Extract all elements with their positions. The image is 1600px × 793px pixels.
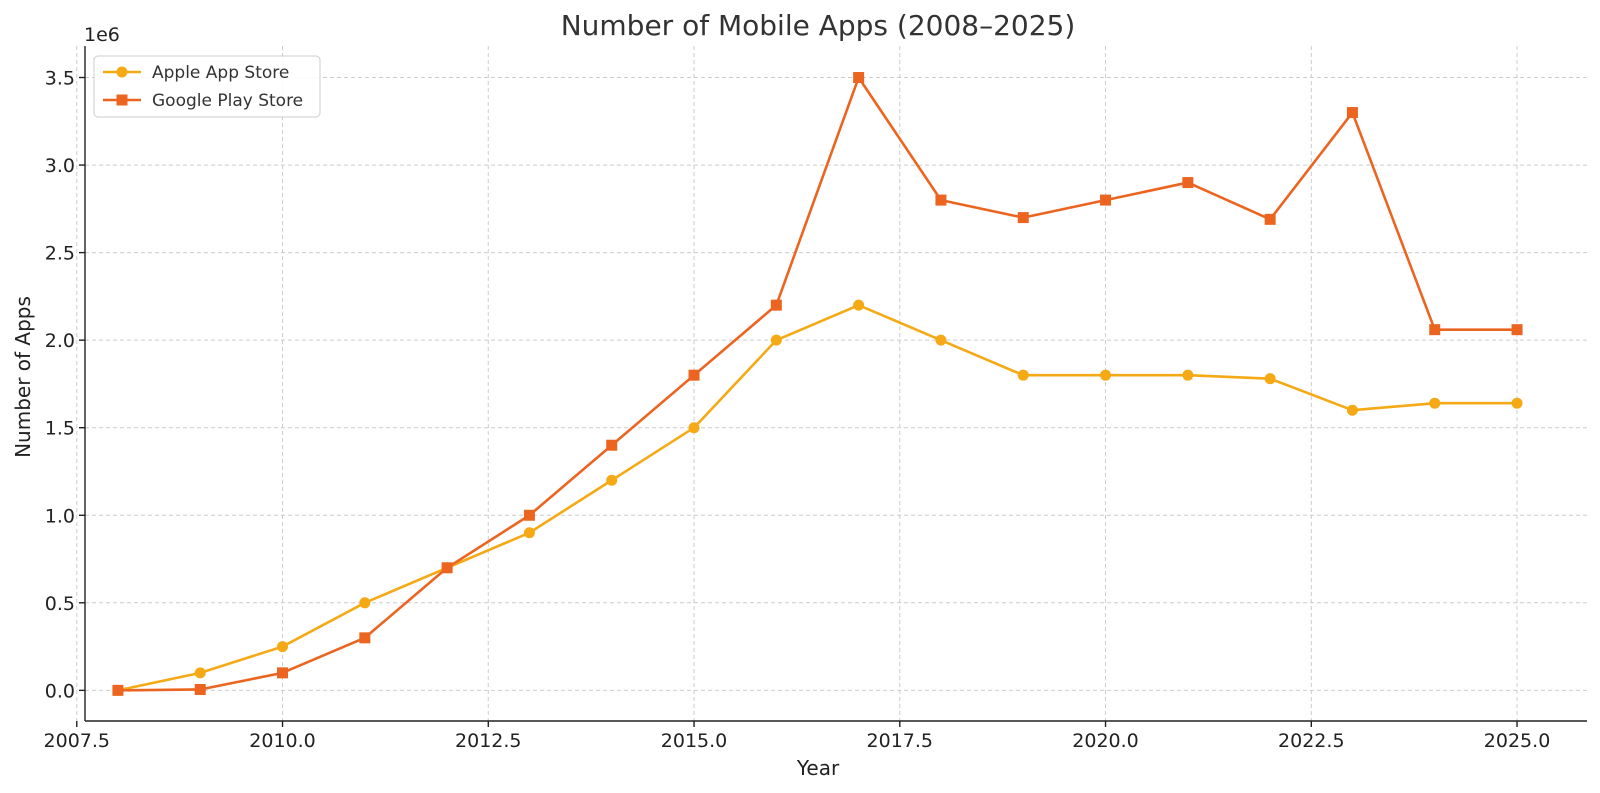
- series-line-apple-app-store: [117, 303, 1518, 692]
- x-tick-label: 2010.0: [249, 730, 315, 752]
- data-point-apple-app-store: [523, 527, 535, 539]
- x-tick-label: 2007.5: [44, 730, 110, 752]
- data-point-apple-app-store: [853, 299, 865, 311]
- data-point-google-play-store: [770, 299, 782, 311]
- x-tick-label: 2012.5: [455, 730, 521, 752]
- x-tick-label: 2025.0: [1484, 730, 1550, 752]
- x-tick-label: 2015.0: [661, 730, 727, 752]
- data-point-google-play-store: [441, 562, 453, 574]
- chart-title: Number of Mobile Apps (2008–2025): [561, 9, 1076, 42]
- data-point-apple-app-store: [1182, 369, 1194, 381]
- data-point-google-play-store: [1182, 177, 1194, 189]
- legend-label: Google Play Store: [152, 91, 303, 111]
- x-axis-title: Year: [796, 756, 840, 780]
- data-point-google-play-store: [935, 194, 947, 206]
- y-tick-label: 0.0: [45, 680, 75, 702]
- data-point-apple-app-store: [1100, 369, 1112, 381]
- data-point-google-play-store: [1100, 194, 1112, 206]
- data-point-apple-app-store: [688, 422, 700, 434]
- y-tick-label: 3.5: [45, 68, 75, 90]
- legend-label: Apple App Store: [152, 63, 289, 83]
- data-point-google-play-store: [523, 509, 535, 521]
- y-tick-label: 1.0: [45, 505, 75, 527]
- data-point-google-play-store: [1346, 107, 1358, 119]
- y-tick-label: 0.5: [45, 593, 75, 615]
- y-tick-label: 2.0: [45, 330, 75, 352]
- data-point-google-play-store: [1017, 212, 1029, 224]
- data-point-apple-app-store: [606, 474, 618, 486]
- series-layer: [112, 72, 1523, 696]
- data-point-google-play-store: [853, 72, 865, 84]
- data-point-apple-app-store: [1429, 397, 1441, 409]
- legend-frame: [93, 55, 321, 118]
- y-tick-label: 2.5: [45, 243, 75, 265]
- data-point-apple-app-store: [194, 667, 206, 679]
- data-point-apple-app-store: [1511, 397, 1523, 409]
- x-tick-label: 2020.0: [1072, 730, 1138, 752]
- series-google-play-store: [112, 72, 1523, 696]
- y-axis-offset-label: 1e6: [84, 24, 120, 46]
- data-point-apple-app-store: [935, 334, 947, 346]
- data-point-google-play-store: [688, 369, 700, 381]
- legend: Apple App Store Google Play Store: [93, 55, 321, 118]
- data-point-google-play-store: [1429, 324, 1441, 336]
- grid-layer: [76, 46, 1587, 721]
- legend-marker: [116, 94, 128, 106]
- axis-layer: 2007.5 2010.0 2012.5 2015.0 2017.5 2020.0 2022…: [44, 46, 1587, 752]
- data-point-apple-app-store: [359, 597, 371, 609]
- data-point-google-play-store: [606, 439, 618, 451]
- y-tick-label: 1.5: [45, 418, 75, 440]
- data-point-apple-app-store: [1264, 373, 1276, 385]
- legend-item-apple-app-store: Apple App Store: [103, 63, 289, 83]
- legend-item-google-play-store: Google Play Store: [103, 91, 303, 111]
- y-axis-title: Number of Apps: [11, 296, 35, 458]
- data-point-google-play-store: [112, 684, 124, 696]
- data-point-google-play-store: [1264, 213, 1276, 225]
- data-point-google-play-store: [1511, 324, 1523, 336]
- data-point-google-play-store: [194, 683, 206, 695]
- x-tick-label: 2022.5: [1278, 730, 1344, 752]
- legend-marker: [116, 66, 128, 78]
- data-point-apple-app-store: [1017, 369, 1029, 381]
- data-point-apple-app-store: [277, 641, 289, 653]
- data-point-apple-app-store: [770, 334, 782, 346]
- data-point-apple-app-store: [1346, 404, 1358, 416]
- series-line-google-play-store: [117, 76, 1518, 692]
- y-tick-label: 3.0: [45, 155, 75, 177]
- x-tick-label: 2017.5: [867, 730, 933, 752]
- data-point-google-play-store: [277, 667, 289, 679]
- data-point-google-play-store: [359, 632, 371, 644]
